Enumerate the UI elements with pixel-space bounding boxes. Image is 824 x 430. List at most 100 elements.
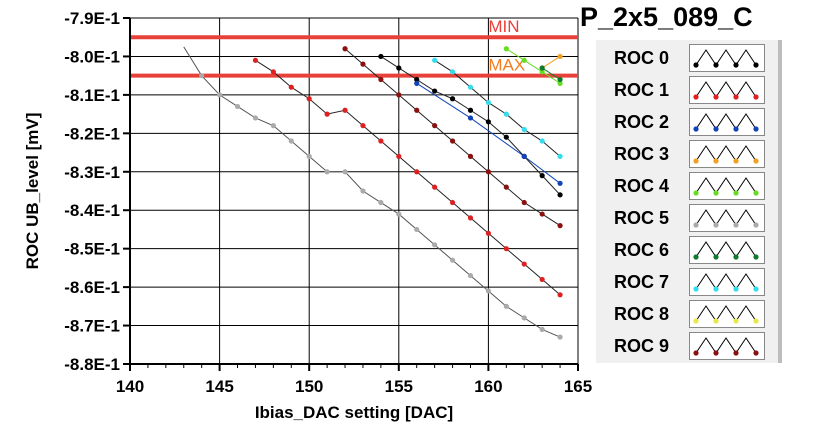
axes: 140 145 150 155 160 165 -7.9E-1 -8.0E-1 -8.1E-1 -… [64,9,592,396]
legend-label: ROC 7 [614,272,670,292]
data-point-roc-2 [557,180,563,186]
y-tick-label: -8.6E-1 [64,278,120,297]
data-point-roc-5 [396,211,402,217]
x-axis-title: Ibias_DAC setting [DAC] [255,403,453,422]
data-point-roc-3 [557,53,563,60]
data-point-roc-6 [539,65,545,71]
data-point-roc-1 [270,69,276,75]
data-point-roc-1 [324,111,330,117]
x-tick-label: 140 [116,377,144,396]
legend-label: ROC 6 [614,240,670,260]
data-point-roc-7 [449,69,456,75]
legend-swatch-roc-3 [689,140,765,168]
legend-swatch-roc-0 [689,44,765,72]
data-point-roc-5 [234,103,241,110]
x-tick-label: 155 [385,377,413,396]
series-line-roc-7 [434,59,561,157]
data-point-roc-0 [396,65,402,71]
data-point-roc-9 [360,61,366,67]
data-point-roc-1 [485,230,491,236]
legend: ROC 0 ROC 1 ROC 2 ROC 3 ROC 4 ROC 5 ROC 6 ROC 7… [596,40,782,363]
legend-label: ROC 4 [614,176,670,196]
y-tick-label: -8.8E-1 [64,355,120,374]
legend-item-roc-0: ROC 0 [596,44,776,72]
data-point-roc-5 [270,123,276,129]
data-point-roc-5 [360,188,366,194]
data-point-roc-9 [449,138,456,144]
data-point-roc-1 [539,276,545,283]
data-point-roc-7 [432,57,438,63]
data-point-roc-0 [485,119,491,125]
x-tick-label: 160 [474,377,502,396]
data-point-roc-0 [557,192,563,198]
data-point-roc-0 [378,53,384,60]
legend-swatch-roc-1 [689,76,765,104]
data-point-roc-7 [485,99,491,106]
data-point-roc-9 [467,153,474,159]
data-point-roc-9 [503,184,509,190]
data-point-roc-6 [557,76,563,83]
legend-swatch-roc-6 [689,236,765,264]
data-point-roc-0 [539,173,545,179]
data-point-roc-5 [199,73,205,79]
data-point-roc-7 [503,111,509,117]
series-line-roc-6 [541,67,561,80]
data-point-roc-5 [306,153,312,159]
x-tick-label: 165 [564,377,592,396]
limit-label-max: MAX [488,56,525,75]
data-point-roc-5 [539,326,545,332]
legend-swatch-roc-5 [689,204,765,232]
legend-item-roc-7: ROC 7 [596,268,776,296]
data-point-roc-1 [342,107,348,113]
data-point-roc-5 [288,138,294,144]
legend-item-roc-4: ROC 4 [596,172,776,200]
y-tick-label: -8.1E-1 [64,86,120,105]
x-tick-label: 145 [205,377,233,396]
data-point-roc-5 [485,288,491,294]
legend-swatch-roc-8 [689,300,765,328]
data-point-roc-9 [539,211,545,217]
data-point-roc-1 [306,96,312,102]
data-point-roc-5 [217,92,223,98]
data-point-roc-1 [396,153,402,159]
data-point-roc-4 [503,46,509,52]
legend-swatch-roc-7 [689,268,765,296]
data-point-roc-0 [432,88,438,94]
legend-label: ROC 8 [614,304,670,324]
legend-label: ROC 0 [614,48,670,68]
data-point-roc-5 [378,199,384,206]
data-point-roc-1 [252,57,259,63]
data-series [183,46,563,340]
data-point-roc-1 [378,138,384,144]
data-point-roc-1 [557,292,563,298]
data-point-roc-5 [449,257,456,263]
data-point-roc-7 [467,84,474,90]
data-point-roc-5 [503,303,509,309]
data-point-roc-0 [503,134,509,140]
data-point-roc-9 [378,76,384,83]
data-point-roc-5 [467,272,474,279]
data-point-roc-5 [432,242,438,248]
data-point-roc-4 [521,57,527,63]
data-point-roc-1 [521,261,527,267]
limit-label-min: MIN [488,17,519,36]
y-axis-title: ROC UB_level [mV] [23,113,42,270]
data-point-roc-0 [467,107,474,113]
data-point-roc-1 [467,215,474,221]
series-line-roc-1 [255,59,561,296]
legend-item-roc-6: ROC 6 [596,236,776,264]
data-point-roc-9 [557,223,563,229]
data-point-roc-1 [503,246,509,252]
data-point-roc-7 [557,153,563,159]
data-point-roc-5 [414,226,420,233]
data-point-roc-9 [396,92,402,98]
legend-label: ROC 9 [614,336,670,356]
data-point-roc-1 [449,199,456,206]
data-point-roc-1 [288,84,294,90]
y-tick-label: -8.3E-1 [64,163,120,182]
data-point-roc-0 [414,76,420,83]
legend-label: ROC 2 [614,112,670,132]
data-point-roc-9 [521,199,527,206]
data-point-roc-1 [360,123,366,129]
